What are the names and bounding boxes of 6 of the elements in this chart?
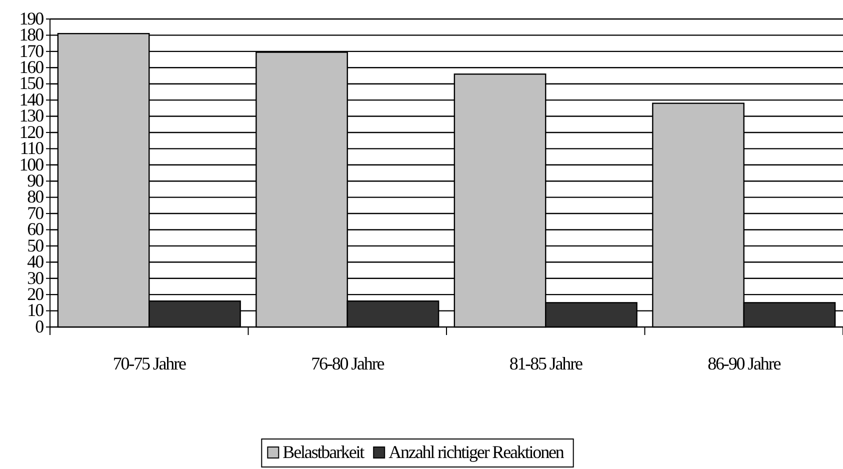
x-tick-label: 76-80 Jahre [311, 354, 385, 374]
x-tick-label: 86-90 Jahre [708, 354, 782, 374]
legend-label: Belastbarkeit [282, 442, 365, 462]
x-tick-label: 70-75 Jahre [112, 354, 187, 374]
legend-label: Anzahl richtiger Reaktionen [388, 442, 564, 462]
x-tick-label: 81-85 Jahre [509, 354, 584, 374]
